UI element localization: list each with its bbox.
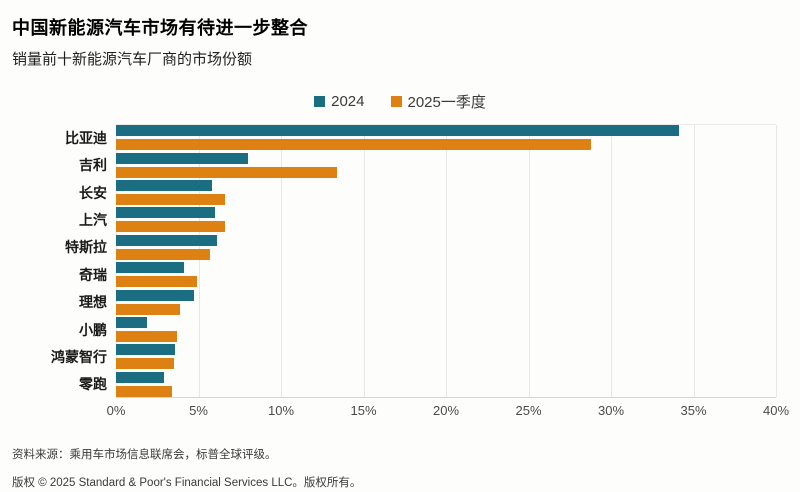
bar-2025一季度-鸿蒙智行 bbox=[116, 358, 174, 370]
bar-2024-上汽 bbox=[116, 207, 215, 219]
gridline bbox=[776, 125, 777, 397]
source-note: 资料来源：乘用车市场信息联席会，标普全球评级。 bbox=[12, 449, 277, 461]
plot-grid bbox=[116, 124, 777, 398]
bar-2024-小鹏 bbox=[116, 317, 148, 329]
bar-2024-特斯拉 bbox=[116, 234, 217, 246]
gridline bbox=[281, 125, 282, 397]
bar-2025一季度-理想 bbox=[116, 303, 181, 315]
bar-2025一季度-上汽 bbox=[116, 221, 225, 233]
bar-2024-零跑 bbox=[116, 371, 164, 383]
bar-2025一季度-小鹏 bbox=[116, 331, 178, 343]
bar-group: 吉利 bbox=[0, 151, 800, 178]
legend-item-2025q1: 2025一季度 bbox=[390, 91, 486, 112]
bar-group: 奇瑞 bbox=[0, 261, 800, 288]
bar-pair bbox=[116, 262, 776, 288]
x-axis-tick: 25% bbox=[515, 403, 542, 418]
x-axis: 0% 5% 10% 15% 20% 25% 30% 35% 40% bbox=[107, 403, 789, 419]
legend-label-2024: 2024 bbox=[331, 92, 365, 110]
y-axis-label: 零跑 bbox=[79, 376, 107, 393]
bar-pair bbox=[116, 180, 776, 206]
bar-2024-理想 bbox=[116, 289, 194, 301]
y-axis-label: 鸿蒙智行 bbox=[51, 348, 107, 365]
bar-2025一季度-长安 bbox=[116, 194, 225, 206]
bar-group: 长安 bbox=[0, 179, 800, 206]
x-axis-tick: 20% bbox=[432, 403, 460, 418]
legend-item-2024: 2024 bbox=[314, 92, 365, 110]
y-axis-label: 上汽 bbox=[79, 211, 107, 228]
chart-header: 中国新能源汽车市场有待进一步整合 销量前十新能源汽车厂商的市场份额 bbox=[0, 0, 800, 69]
bar-rows: 比亚迪吉利长安上汽特斯拉奇瑞理想小鹏鸿蒙智行零跑 bbox=[0, 124, 800, 398]
copyright-note: 版权 © 2025 Standard & Poor's Financial Se… bbox=[12, 477, 362, 489]
y-axis-label: 理想 bbox=[79, 294, 107, 311]
y-axis-label: 奇瑞 bbox=[79, 266, 107, 283]
bar-group: 上汽 bbox=[0, 206, 800, 233]
y-axis-label: 吉利 bbox=[79, 157, 107, 174]
bar-2024-奇瑞 bbox=[116, 262, 184, 274]
y-axis-label: 特斯拉 bbox=[65, 239, 107, 256]
bar-2025一季度-零跑 bbox=[116, 385, 173, 397]
x-axis-tick: 5% bbox=[189, 403, 208, 418]
bar-2025一季度-吉利 bbox=[116, 166, 338, 178]
gridline bbox=[693, 125, 695, 397]
x-axis-tick: 35% bbox=[680, 403, 707, 418]
legend: 2024 2025一季度 bbox=[0, 91, 800, 112]
chart-subtitle: 销量前十新能源汽车厂商的市场份额 bbox=[12, 51, 253, 68]
bar-2024-吉利 bbox=[116, 152, 248, 164]
bar-chart: 比亚迪吉利长安上汽特斯拉奇瑞理想小鹏鸿蒙智行零跑 bbox=[0, 124, 800, 398]
x-axis-tick: 15% bbox=[350, 403, 377, 418]
x-axis-tick: 10% bbox=[267, 403, 295, 418]
bar-pair bbox=[116, 344, 776, 370]
legend-swatch-2025q1-icon bbox=[390, 95, 402, 107]
bar-group: 比亚迪 bbox=[0, 124, 800, 151]
bar-2024-比亚迪 bbox=[116, 125, 679, 137]
bar-pair bbox=[116, 371, 776, 397]
y-axis-label: 长安 bbox=[79, 184, 107, 201]
bar-group: 理想 bbox=[0, 288, 800, 315]
gridline bbox=[116, 125, 117, 397]
bar-pair bbox=[116, 207, 776, 233]
legend-swatch-2024-icon bbox=[314, 95, 326, 107]
gridline bbox=[528, 125, 530, 397]
bar-2024-鸿蒙智行 bbox=[116, 344, 176, 356]
gridline bbox=[611, 125, 612, 397]
bar-group: 特斯拉 bbox=[0, 234, 800, 261]
gridline bbox=[198, 125, 200, 397]
bar-group: 零跑 bbox=[0, 371, 800, 398]
bar-group: 鸿蒙智行 bbox=[0, 343, 800, 370]
gridline bbox=[446, 125, 447, 397]
bar-2025一季度-奇瑞 bbox=[116, 276, 197, 288]
bar-pair bbox=[116, 289, 776, 315]
bar-pair bbox=[116, 234, 776, 260]
bar-2025一季度-比亚迪 bbox=[116, 139, 592, 151]
legend-label-2025q1: 2025一季度 bbox=[407, 93, 486, 111]
bar-pair bbox=[116, 125, 776, 151]
bar-pair bbox=[116, 152, 776, 178]
chart-title: 中国新能源汽车市场有待进一步整合 bbox=[12, 18, 308, 38]
y-axis-label: 比亚迪 bbox=[65, 129, 107, 146]
bar-2024-长安 bbox=[116, 180, 212, 192]
x-axis-tick: 0% bbox=[106, 403, 126, 418]
y-axis-label: 小鹏 bbox=[79, 321, 107, 338]
chart-footer: 资料来源：乘用车市场信息联席会，标普全球评级。 版权 © 2025 Standa… bbox=[0, 446, 800, 490]
x-axis-tick: 30% bbox=[597, 403, 625, 418]
gridline bbox=[363, 125, 365, 397]
bar-pair bbox=[116, 317, 776, 343]
x-axis-tick: 40% bbox=[762, 403, 790, 418]
bar-2025一季度-特斯拉 bbox=[116, 248, 211, 260]
bar-group: 小鹏 bbox=[0, 316, 800, 343]
